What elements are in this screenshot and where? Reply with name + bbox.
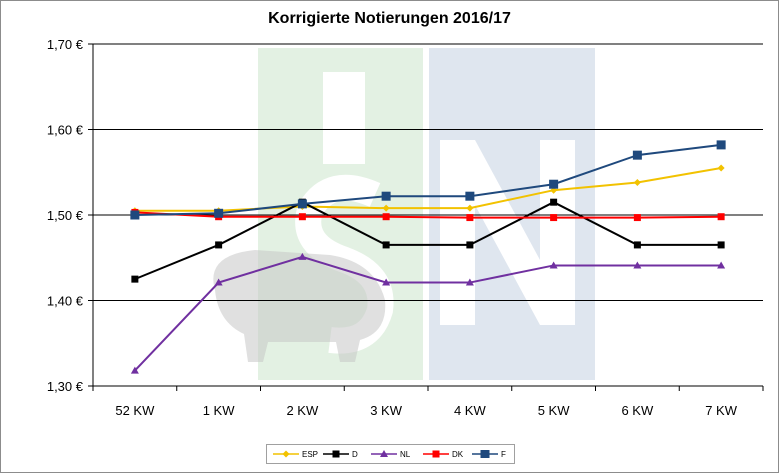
data-point-dk (717, 213, 725, 221)
data-point-nl (130, 366, 139, 374)
legend-marker (480, 450, 490, 458)
gridlines (93, 43, 763, 301)
data-point-f (130, 210, 140, 220)
x-tick-label: 3 KW (370, 403, 403, 418)
data-point-dk (466, 214, 474, 222)
data-point-nl (717, 261, 726, 269)
data-point-dk (298, 213, 306, 221)
legend-marker (432, 450, 440, 458)
series-esp (131, 164, 725, 215)
series-layer (130, 140, 726, 374)
legend-label: NL (400, 449, 411, 459)
y-tick-label: 1,60 € (47, 123, 84, 138)
x-tick-label: 4 KW (454, 403, 487, 418)
data-point-esp (382, 204, 390, 212)
y-tick-label: 1,70 € (47, 37, 84, 52)
legend-item-dk: DK (423, 445, 463, 463)
legend: ESP D NL DK F (266, 444, 515, 464)
data-point-esp (633, 179, 641, 187)
axes: 1,30 € 1,40 € 1,50 € 1,60 € 1,70 € 52 KW 1 KW 2… (47, 37, 764, 418)
legend-swatch (371, 450, 397, 457)
series-f (130, 140, 726, 220)
x-tick-label: 6 KW (621, 403, 654, 418)
series-nl (130, 252, 726, 374)
x-tick-label: 5 KW (538, 403, 571, 418)
data-point-f (381, 191, 391, 201)
data-point-nl (549, 261, 558, 269)
legend-swatch (273, 450, 299, 458)
series-line-f (134, 143, 722, 216)
legend-swatch (472, 450, 498, 458)
data-point-d (382, 241, 390, 249)
data-point-dk (382, 213, 390, 221)
data-point-nl (214, 278, 223, 286)
data-point-esp (717, 164, 725, 172)
data-point-nl (298, 252, 307, 260)
y-tick-label: 1,40 € (47, 294, 84, 309)
series-line-nl (134, 255, 722, 372)
chart-title: Korrigierte Notierungen 2016/17 (268, 10, 511, 27)
data-point-d (550, 198, 558, 206)
legend-item-nl: NL (371, 445, 410, 463)
legend-item-d: D (323, 445, 358, 463)
x-tick-label: 2 KW (286, 403, 319, 418)
data-point-nl (633, 261, 642, 269)
x-tick-label: 7 KW (705, 403, 738, 418)
x-tick-label: 52 KW (115, 403, 155, 418)
data-point-d (131, 275, 139, 283)
data-point-dk (550, 214, 558, 222)
y-tick-label: 1,30 € (47, 379, 84, 394)
data-point-f (716, 140, 726, 150)
data-point-f (549, 179, 559, 189)
background-watermark (213, 48, 595, 380)
data-point-d (633, 241, 641, 249)
data-point-dk (633, 214, 641, 222)
x-tick-label: 1 KW (203, 403, 236, 418)
series-line-dk (134, 211, 722, 219)
legend-item-esp: ESP (273, 445, 318, 463)
data-point-f (632, 150, 642, 160)
legend-item-f: F (472, 445, 506, 463)
data-point-f (297, 199, 307, 209)
legend-label: DK (452, 449, 464, 459)
legend-marker (332, 450, 340, 458)
data-point-d (215, 241, 223, 249)
legend-label: ESP (302, 449, 319, 459)
legend-marker (380, 450, 388, 457)
data-point-f (214, 208, 224, 218)
data-point-d (717, 241, 725, 249)
legend-swatch (423, 450, 449, 458)
legend-label: D (352, 449, 358, 459)
data-point-esp (466, 204, 474, 212)
series-line-esp (134, 166, 722, 212)
legend-swatch (323, 450, 349, 458)
y-tick-label: 1,50 € (47, 208, 84, 223)
data-point-nl (382, 278, 391, 286)
series-line-d (134, 201, 722, 281)
data-point-d (466, 241, 474, 249)
data-point-nl (465, 278, 474, 286)
data-point-f (465, 191, 475, 201)
legend-label: F (501, 449, 506, 459)
legend-marker (282, 450, 290, 458)
